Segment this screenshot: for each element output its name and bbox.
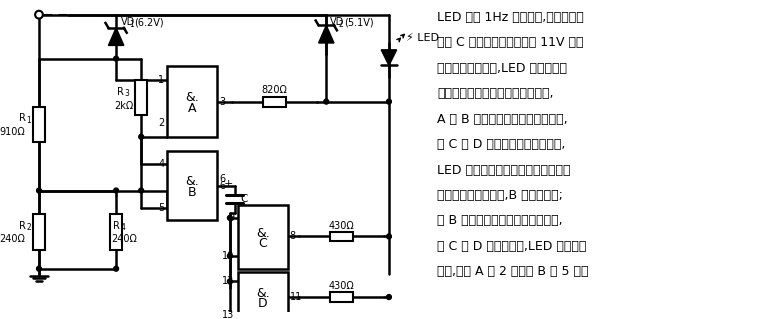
Circle shape bbox=[114, 56, 118, 61]
Text: 10: 10 bbox=[223, 251, 235, 261]
Bar bbox=[167, 66, 217, 137]
Circle shape bbox=[35, 11, 43, 19]
Text: R: R bbox=[113, 221, 120, 231]
Text: 而 C 和 D 输出高电平,LED 不发光。: 而 C 和 D 输出高电平,LED 不发光。 bbox=[437, 240, 587, 253]
Circle shape bbox=[387, 234, 391, 239]
Text: B: B bbox=[188, 186, 197, 199]
Text: (5.1V): (5.1V) bbox=[343, 18, 373, 27]
Text: 电容 C 决定。当电压下降至 11V 或其: 电容 C 决定。当电压下降至 11V 或其 bbox=[437, 36, 584, 49]
Text: 2: 2 bbox=[158, 118, 164, 128]
Bar bbox=[237, 272, 288, 319]
Text: 240Ω: 240Ω bbox=[0, 234, 25, 244]
Text: A 和 B 两个门输出端都将是高电平,: A 和 B 两个门输出端都将是高电平, bbox=[437, 113, 568, 126]
Text: 他预定的低电平时,LED 连续发光。: 他预定的低电平时,LED 连续发光。 bbox=[437, 62, 567, 75]
Text: 2: 2 bbox=[27, 223, 31, 232]
Text: 20μF: 20μF bbox=[237, 216, 261, 226]
Text: 6: 6 bbox=[219, 174, 225, 184]
Text: 3: 3 bbox=[219, 97, 225, 107]
Bar bbox=[330, 232, 353, 241]
Text: 2kΩ: 2kΩ bbox=[114, 100, 134, 110]
Text: &.: &. bbox=[256, 226, 269, 240]
Bar bbox=[167, 152, 217, 220]
Text: 4: 4 bbox=[158, 159, 164, 169]
Circle shape bbox=[37, 188, 41, 193]
Polygon shape bbox=[382, 50, 397, 65]
Text: 430Ω: 430Ω bbox=[329, 221, 355, 231]
Text: A: A bbox=[188, 102, 197, 115]
Bar bbox=[34, 214, 45, 250]
Text: 4: 4 bbox=[121, 223, 126, 232]
Bar bbox=[237, 205, 288, 269]
Bar bbox=[262, 97, 286, 107]
Text: R: R bbox=[117, 87, 124, 97]
Text: 此外,当门 A 的 2 端和门 B 的 5 端输: 此外,当门 A 的 2 端和门 B 的 5 端输 bbox=[437, 265, 588, 278]
Text: R: R bbox=[18, 113, 25, 123]
Text: 1: 1 bbox=[158, 75, 164, 85]
Text: D: D bbox=[258, 297, 268, 310]
Text: 12: 12 bbox=[222, 276, 235, 286]
Text: 8: 8 bbox=[290, 232, 296, 241]
Text: 430Ω: 430Ω bbox=[329, 281, 355, 291]
Circle shape bbox=[227, 279, 232, 284]
Text: 3: 3 bbox=[125, 89, 130, 98]
Circle shape bbox=[387, 294, 391, 300]
Text: 1: 1 bbox=[27, 116, 31, 125]
Bar bbox=[34, 107, 45, 142]
Text: 门 B 的两输入端都在转换门限以上,: 门 B 的两输入端都在转换门限以上, bbox=[437, 214, 563, 227]
Polygon shape bbox=[319, 26, 334, 43]
Circle shape bbox=[139, 188, 143, 193]
Text: ⚡ LED: ⚡ LED bbox=[407, 33, 439, 43]
Text: 低于上限之间的时候,B 输出低电平;: 低于上限之间的时候,B 输出低电平; bbox=[437, 189, 563, 202]
Circle shape bbox=[227, 312, 232, 317]
Text: 9: 9 bbox=[229, 213, 235, 223]
Text: VD: VD bbox=[330, 18, 344, 27]
Text: 910Ω: 910Ω bbox=[0, 127, 25, 137]
Polygon shape bbox=[108, 28, 124, 45]
Text: 11: 11 bbox=[290, 292, 302, 302]
Text: 2: 2 bbox=[339, 20, 343, 29]
Circle shape bbox=[227, 254, 232, 258]
Text: 13: 13 bbox=[223, 310, 235, 319]
Text: LED 发光。当输入电压在高于下限而: LED 发光。当输入电压在高于下限而 bbox=[437, 164, 571, 176]
Text: &.: &. bbox=[256, 287, 269, 300]
Circle shape bbox=[114, 266, 118, 271]
Text: C: C bbox=[240, 194, 248, 204]
Text: 5: 5 bbox=[158, 203, 164, 213]
Text: VD: VD bbox=[121, 18, 135, 27]
Bar bbox=[135, 80, 147, 115]
Circle shape bbox=[37, 266, 41, 271]
Text: (6.2V): (6.2V) bbox=[134, 18, 164, 27]
Text: C: C bbox=[259, 237, 267, 250]
Text: 使 C 和 D 门的输出端变成低电平,: 使 C 和 D 门的输出端变成低电平, bbox=[437, 138, 565, 151]
Text: 1: 1 bbox=[130, 20, 134, 29]
Circle shape bbox=[387, 99, 391, 104]
Text: LED 约以 1Hz 频率闪烁,闪烁频率由: LED 约以 1Hz 频率闪烁,闪烁频率由 bbox=[437, 11, 584, 24]
Circle shape bbox=[114, 188, 118, 193]
Text: 如果输入电压低于所要求的下限时,: 如果输入电压低于所要求的下限时, bbox=[437, 87, 554, 100]
Text: 820Ω: 820Ω bbox=[261, 85, 287, 95]
Bar bbox=[111, 214, 122, 250]
Circle shape bbox=[227, 215, 232, 220]
Text: +: + bbox=[224, 179, 233, 189]
Text: R: R bbox=[18, 221, 25, 231]
Bar bbox=[330, 292, 353, 302]
Text: &.: &. bbox=[185, 175, 199, 188]
Text: &.: &. bbox=[185, 91, 199, 104]
Text: 6: 6 bbox=[219, 181, 225, 191]
Circle shape bbox=[139, 134, 143, 139]
Text: 240Ω: 240Ω bbox=[111, 234, 137, 244]
Circle shape bbox=[324, 99, 329, 104]
